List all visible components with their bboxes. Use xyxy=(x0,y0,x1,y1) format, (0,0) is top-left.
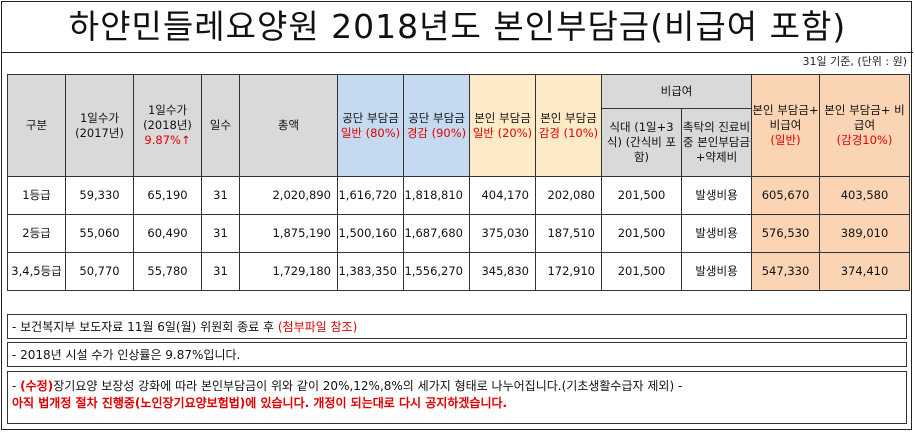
header-sum-general-label: 본인 부담금+ 비급여 xyxy=(752,103,819,132)
header-public-general: 공단 부담금 일반 (80%) xyxy=(337,74,404,177)
note-press-release: - 보건복지부 보도자료 11월 6일(월) 위원회 종료 후 (첨부파일 참조… xyxy=(7,314,907,339)
note-rate: - 2018년 시설 수가 인상률은 9.87%입니다. xyxy=(7,342,907,367)
cell-fee-2018: 55,780 xyxy=(133,252,202,291)
cell-public-reduced: 1,687,680 xyxy=(403,214,470,253)
cell-commission: 발생비용 xyxy=(681,252,752,291)
cell-self-general: 375,030 xyxy=(469,214,536,253)
cell-public-general: 1,616,720 xyxy=(337,176,404,215)
cell-self-reduced: 202,080 xyxy=(535,176,602,215)
cell-grade: 2등급 xyxy=(7,214,66,253)
header-days: 일수 xyxy=(201,74,240,177)
header-fee-2018-rate: 9.87%↑ xyxy=(144,133,191,147)
note-1-attachment: (첨부파일 참조) xyxy=(277,320,358,334)
cell-sum-reduced: 389,010 xyxy=(819,214,910,253)
header-self-reduced-sub: 감경 (10%) xyxy=(538,125,599,140)
cell-fee-2017: 59,330 xyxy=(65,176,134,215)
header-sum-general-sub: (일반) xyxy=(770,133,801,147)
cell-public-reduced: 1,818,810 xyxy=(403,176,470,215)
cell-self-general: 404,170 xyxy=(469,176,536,215)
note-2-text: - 2018년 시설 수가 인상률은 9.87%입니다. xyxy=(12,348,241,362)
cell-commission: 발생비용 xyxy=(681,176,752,215)
header-public-reduced-sub: 경감 (90%) xyxy=(406,125,467,140)
header-self-general: 본인 부담금 일반 (20%) xyxy=(469,74,536,177)
header-public-reduced-label: 공단 부담금 xyxy=(408,110,465,125)
cell-meal: 201,500 xyxy=(601,214,682,253)
cell-days: 31 xyxy=(201,214,240,253)
header-self-reduced-label: 본인 부담금 xyxy=(540,110,597,125)
header-sum-reduced-label: 본인 부담금+ 비급여 xyxy=(824,103,905,132)
cell-public-reduced: 1,556,270 xyxy=(403,252,470,291)
header-total: 총액 xyxy=(239,74,338,177)
cell-sum-reduced: 374,410 xyxy=(819,252,910,291)
cell-self-reduced: 187,510 xyxy=(535,214,602,253)
cell-meal: 201,500 xyxy=(601,252,682,291)
cell-public-general: 1,383,350 xyxy=(337,252,404,291)
cell-fee-2018: 60,490 xyxy=(133,214,202,253)
cell-total: 1,875,190 xyxy=(239,214,338,253)
table-row: 3,4,5등급 50,770 55,780 31 1,729,180 1,383,350 1… xyxy=(7,252,910,291)
header-sum-reduced-sub: (감경10%) xyxy=(836,133,893,147)
table-row: 1등급 59,330 65,190 31 2,020,890 1,616,720 1,818… xyxy=(7,176,910,215)
note-revision: - (수정)장기요양 보장성 강화에 따라 본인부담금이 위와 같이 20%,1… xyxy=(7,371,907,424)
cell-self-reduced: 172,910 xyxy=(535,252,602,291)
cell-meal: 201,500 xyxy=(601,176,682,215)
cell-self-general: 345,830 xyxy=(469,252,536,291)
cell-sum-general: 547,330 xyxy=(751,252,820,291)
note-3-text: 장기요양 보장성 강화에 따라 본인부담금이 위와 같이 20%,12%,8%의… xyxy=(53,379,683,393)
cell-total: 1,729,180 xyxy=(239,252,338,291)
cell-days: 31 xyxy=(201,176,240,215)
unit-note: 31일 기준, (단위 : 원) xyxy=(802,55,908,68)
header-public-general-sub: 일반 (80%) xyxy=(340,125,401,140)
header-self-general-sub: 일반 (20%) xyxy=(472,125,533,140)
cell-grade: 1등급 xyxy=(7,176,66,215)
table-row: 2등급 55,060 60,490 31 1,875,190 1,500,160 1,687… xyxy=(7,214,910,253)
header-meal: 식대 (1일+3식) (간식비 포함) xyxy=(601,108,682,177)
header-public-general-label: 공단 부담금 xyxy=(342,110,399,125)
cell-sum-general: 605,670 xyxy=(751,176,820,215)
header-noncovered: 비급여 xyxy=(601,74,752,109)
cell-grade: 3,4,5등급 xyxy=(7,252,66,291)
header-category: 구분 xyxy=(7,74,66,177)
cell-fee-2018: 65,190 xyxy=(133,176,202,215)
header-fee-2018: 1일수가 (2018년) 9.87%↑ xyxy=(133,74,202,177)
header-sum-reduced: 본인 부담금+ 비급여 (감경10%) xyxy=(819,74,910,177)
note-3-prefix: - xyxy=(12,379,21,393)
cell-public-general: 1,500,160 xyxy=(337,214,404,253)
cell-commission: 발생비용 xyxy=(681,214,752,253)
cell-fee-2017: 50,770 xyxy=(65,252,134,291)
header-sum-general: 본인 부담금+ 비급여 (일반) xyxy=(751,74,820,177)
cell-fee-2017: 55,060 xyxy=(65,214,134,253)
header-self-reduced: 본인 부담금 감경 (10%) xyxy=(535,74,602,177)
cell-sum-reduced: 403,580 xyxy=(819,176,910,215)
cell-sum-general: 576,530 xyxy=(751,214,820,253)
header-self-general-label: 본인 부담금 xyxy=(474,110,531,125)
header-public-reduced: 공단 부담금 경감 (90%) xyxy=(403,74,470,177)
header-commission: 촉탁의 진료비 중 본인부담금 +약제비 xyxy=(681,108,752,177)
page-title: 하얀민들레요양원 2018년도 본인부담금(비급여 포함) xyxy=(2,2,913,53)
fee-table: 구분 1일수가 (2017년) 1일수가 (2018년) 9.87%↑ 일수 총액… xyxy=(7,74,910,291)
header-fee-2017: 1일수가 (2017년) xyxy=(65,74,134,177)
note-1-text: - 보건복지부 보도자료 11월 6일(월) 위원회 종료 후 xyxy=(12,320,275,334)
cell-days: 31 xyxy=(201,252,240,291)
header-fee-2018-label: 1일수가 (2018년) xyxy=(143,103,192,132)
cell-total: 2,020,890 xyxy=(239,176,338,215)
note-3-revised-tag: (수정) xyxy=(20,379,54,393)
note-3-line2: 아직 법개정 절차 진행중(노인장기요양보험법)에 있습니다. 개정이 되는대로… xyxy=(12,396,508,410)
